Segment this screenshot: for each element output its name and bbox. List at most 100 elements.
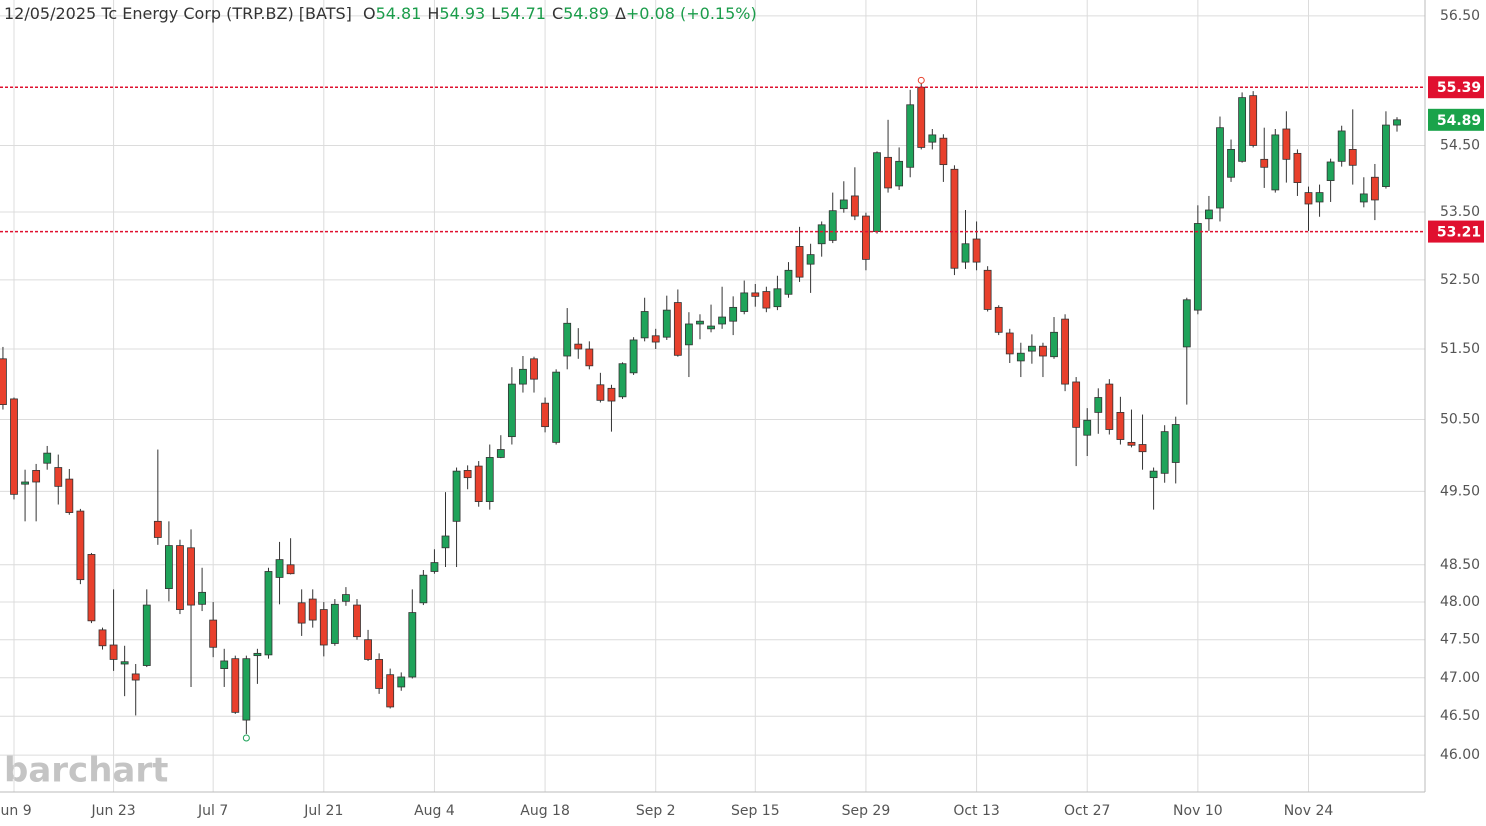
candle-body — [873, 152, 881, 232]
candle-body — [474, 465, 483, 503]
candle-body — [1050, 331, 1058, 358]
candle-body — [1182, 299, 1191, 348]
field-key: C — [551, 4, 564, 23]
candle-body — [1027, 345, 1036, 352]
candle-body — [1393, 119, 1401, 126]
candle-body — [685, 323, 693, 346]
x-tick-label: Sep 15 — [731, 803, 780, 819]
candle-body — [1282, 128, 1291, 160]
watermark: barchart — [4, 751, 168, 791]
x-tick-label: Aug 18 — [520, 803, 570, 819]
candle-body — [596, 384, 605, 401]
candle-body — [961, 243, 970, 263]
candle-body — [1304, 192, 1313, 205]
candle-body — [928, 134, 937, 143]
candle-body — [673, 302, 682, 356]
candle-body — [651, 335, 660, 343]
candle-body — [806, 254, 815, 265]
candle-body — [994, 306, 1003, 333]
y-tick-label: 56.50 — [1440, 8, 1480, 24]
y-tick-label: 50.50 — [1440, 412, 1480, 428]
candle-body — [109, 644, 118, 660]
y-tick-label: 46.50 — [1440, 708, 1480, 724]
x-tick-label: Aug 4 — [414, 803, 455, 819]
candle-body — [98, 629, 107, 647]
header: 12/05/2025 Tc Energy Corp (TRP.BZ) [BATS… — [4, 4, 757, 23]
candle-body — [1271, 134, 1280, 191]
candle-body — [32, 470, 41, 483]
y-tick-label: 54.50 — [1440, 137, 1480, 153]
candle-body — [408, 612, 417, 678]
x-tick-label: Sep 2 — [636, 803, 676, 819]
candle-body — [552, 371, 561, 443]
last-price-label: 54.89 — [1437, 113, 1481, 129]
candle-body — [607, 387, 616, 402]
candle-body — [696, 320, 704, 325]
candle-body — [386, 674, 395, 708]
candle-body — [142, 604, 151, 666]
candle-body — [364, 639, 372, 660]
price-label: 53.21 — [1437, 225, 1481, 241]
candle-body — [1127, 441, 1136, 446]
candle-body — [275, 559, 284, 578]
candle-body — [917, 86, 926, 148]
candle-body — [519, 368, 527, 385]
candle-body — [21, 481, 29, 485]
field-value: 54.93 — [439, 4, 486, 23]
candle-body — [441, 535, 450, 549]
grid — [0, 0, 1425, 792]
field-value: 54.81 — [375, 4, 422, 23]
candle-body — [1083, 419, 1092, 436]
candle-body — [164, 545, 173, 590]
y-tick-label: 49.50 — [1440, 483, 1480, 499]
candle-body — [187, 547, 195, 606]
candle-body — [308, 598, 317, 621]
candle-body — [330, 603, 339, 644]
candle-body — [895, 160, 904, 187]
last-price-box — [1428, 108, 1484, 131]
candle-body — [176, 545, 184, 610]
candle-body — [563, 322, 572, 357]
candle-body — [862, 215, 870, 260]
header-date: 12/05/2025 — [4, 4, 97, 23]
candle-body — [1370, 176, 1379, 201]
candle-body — [1072, 381, 1081, 428]
price-label: 55.39 — [1437, 80, 1481, 96]
candle-body — [629, 339, 638, 374]
low-marker — [242, 734, 250, 742]
candle-body — [496, 449, 505, 458]
y-tick-label: 48.00 — [1440, 594, 1480, 610]
candle-body — [640, 311, 649, 339]
candle-body — [319, 609, 328, 646]
candle-body — [131, 673, 140, 681]
candle-body — [718, 316, 726, 325]
y-tick-label: 51.50 — [1440, 341, 1480, 357]
candle-body — [87, 554, 96, 622]
candle-body — [795, 246, 804, 278]
candle-body — [507, 383, 516, 438]
candle-body — [1227, 149, 1235, 178]
candle-body — [1160, 431, 1169, 474]
candle-body — [1315, 192, 1324, 203]
candle-body — [707, 325, 715, 330]
x-tick-label: Sep 29 — [842, 803, 891, 819]
candle-body — [751, 292, 760, 297]
candle-body — [1116, 412, 1125, 440]
candle-body — [463, 470, 472, 479]
candle-body — [1359, 193, 1368, 203]
x-tick-label: Nov 24 — [1284, 803, 1334, 819]
candle-body — [1061, 318, 1069, 385]
y-tick-label: 48.50 — [1440, 557, 1480, 573]
candle-body — [1337, 130, 1346, 162]
candle-body — [485, 457, 494, 503]
candle-body — [906, 104, 915, 168]
candle-body — [1249, 95, 1258, 146]
field-value: 54.71 — [500, 4, 546, 23]
candle-body — [286, 564, 295, 575]
y-tick-label: 53.50 — [1440, 204, 1480, 220]
candle-body — [220, 660, 229, 669]
candle-body — [618, 363, 627, 398]
candle-body — [0, 358, 7, 405]
